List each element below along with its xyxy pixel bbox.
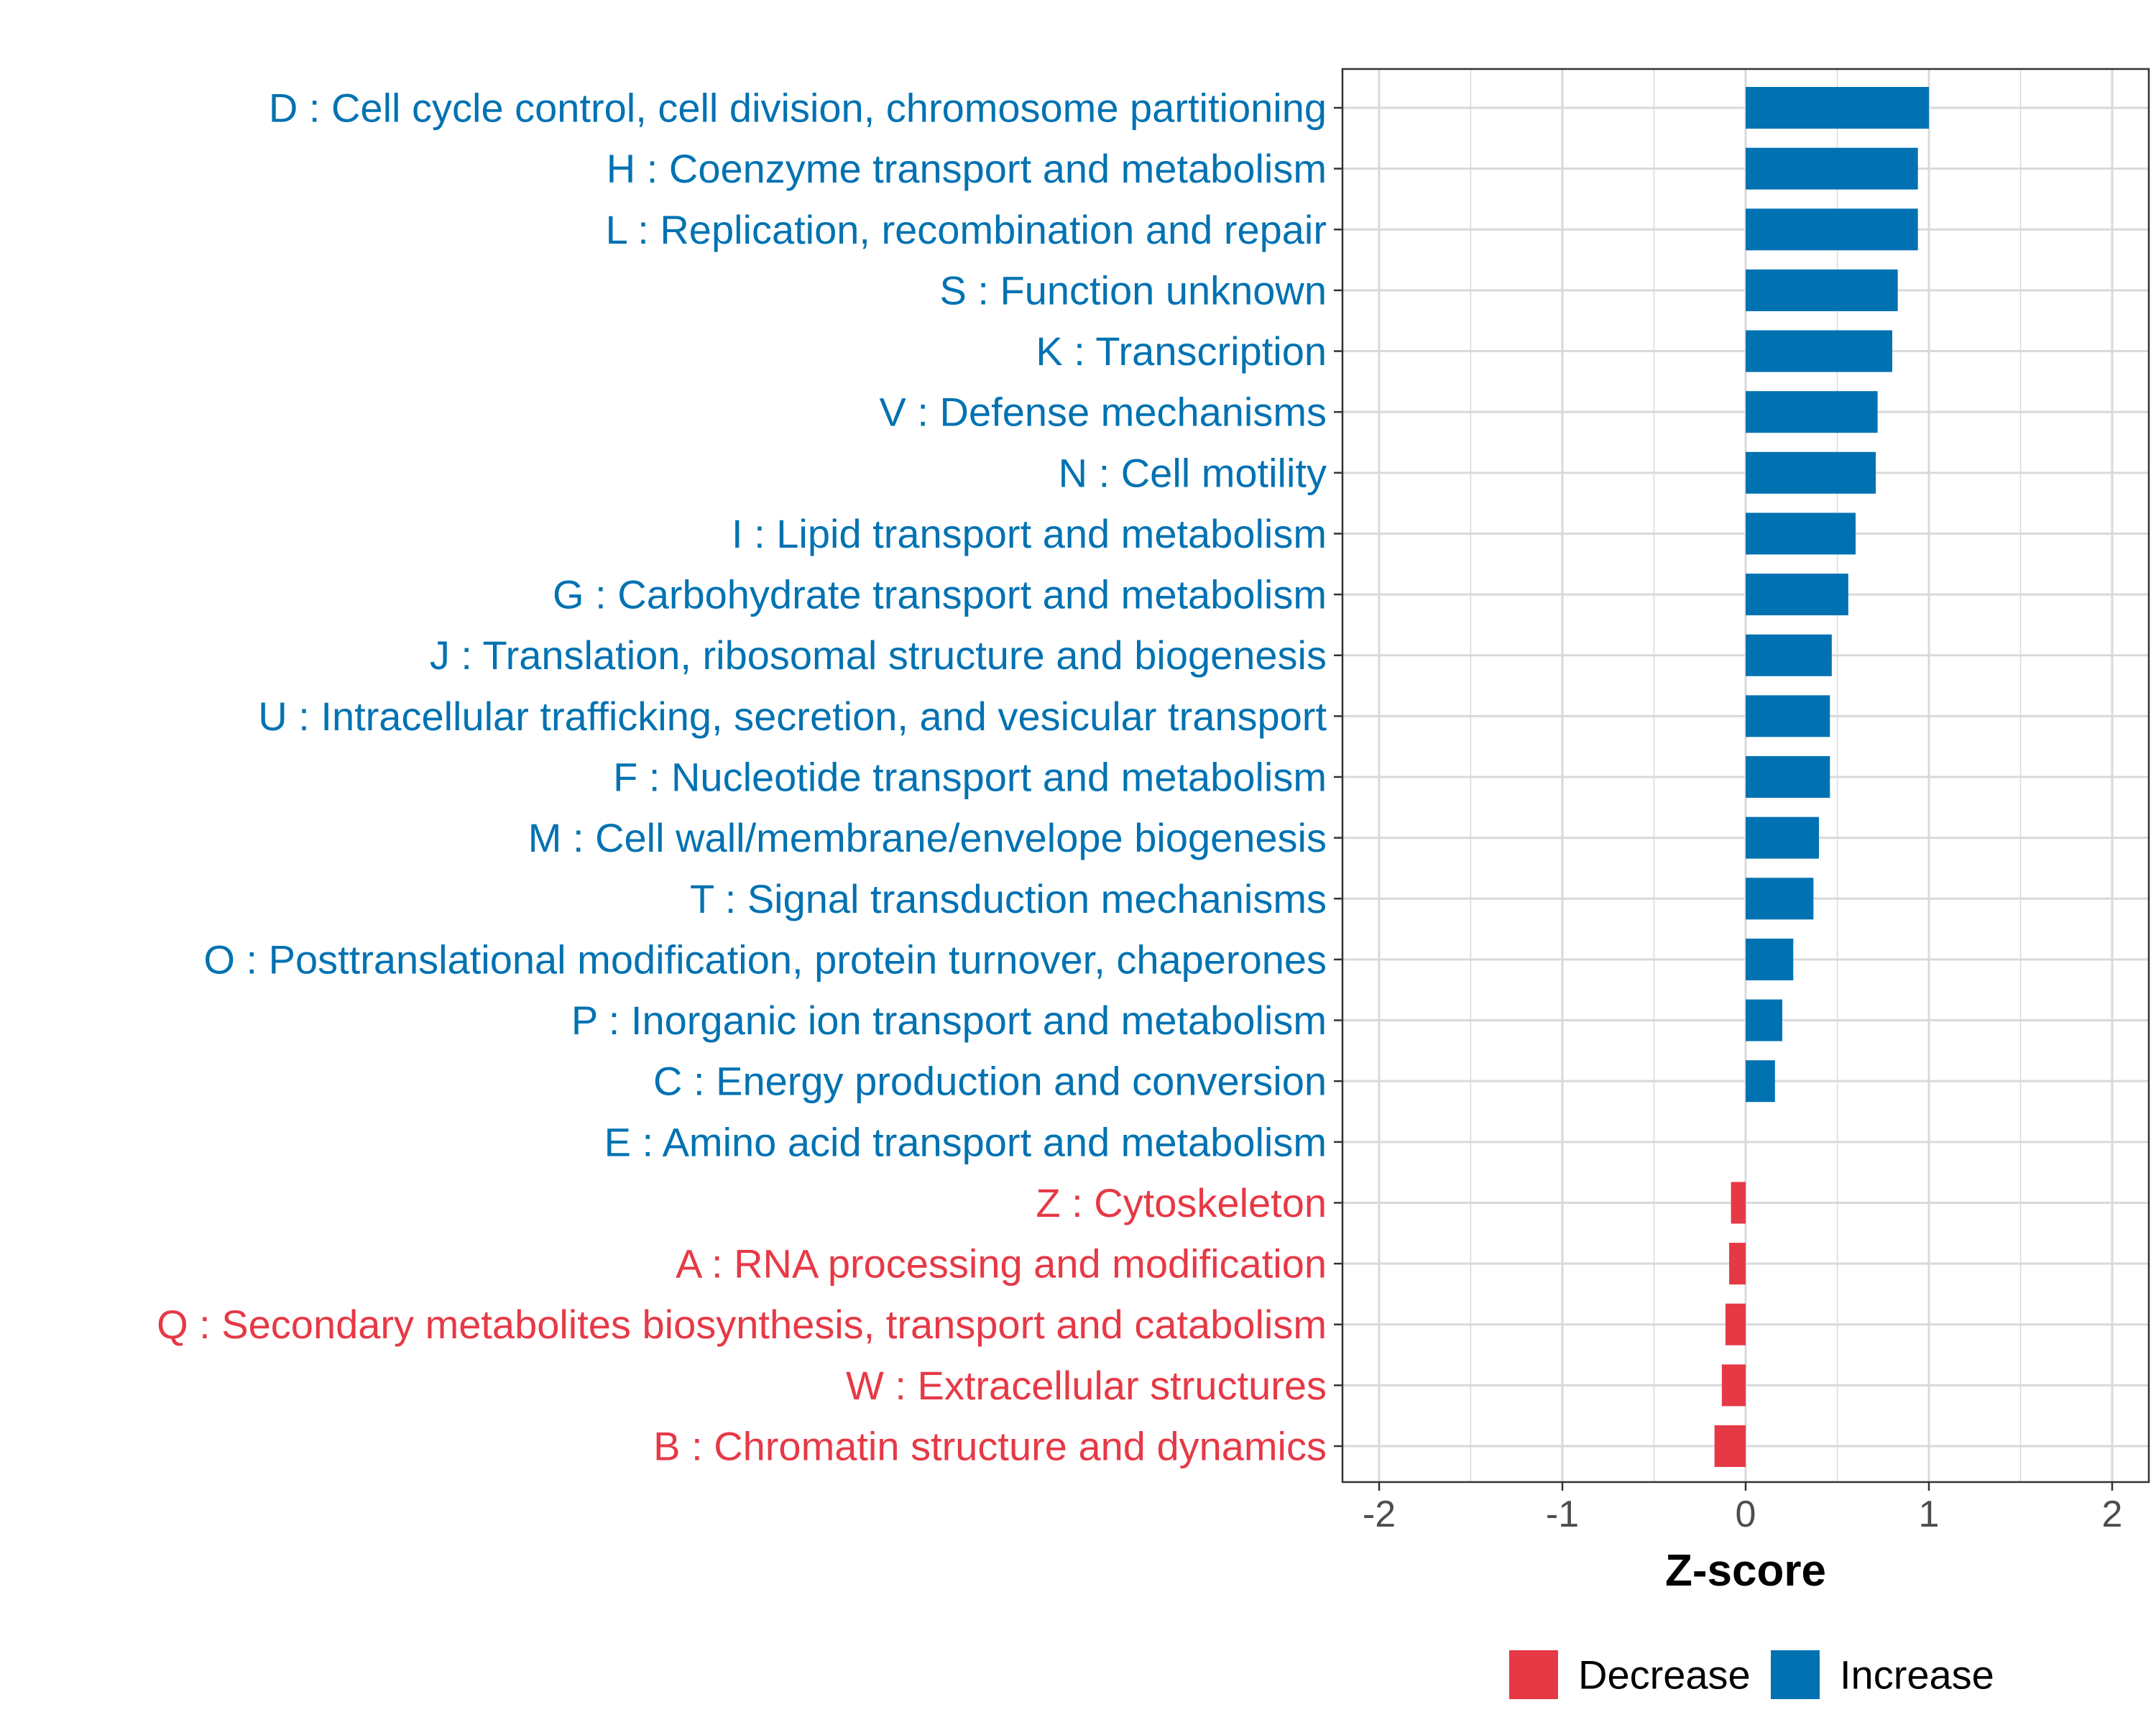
category-label: G : Carbohydrate transport and metabolis… bbox=[553, 572, 1327, 617]
x-tick-label: -2 bbox=[1363, 1494, 1396, 1535]
bar bbox=[1721, 1364, 1746, 1407]
bar bbox=[1746, 695, 1830, 737]
x-tick-label: 0 bbox=[1736, 1494, 1756, 1535]
x-tick-label: -1 bbox=[1546, 1494, 1579, 1535]
category-label: D : Cell cycle control, cell division, c… bbox=[269, 86, 1327, 131]
legend-label: Decrease bbox=[1578, 1652, 1751, 1698]
bar bbox=[1746, 87, 1929, 129]
x-axis: -2 -1 0 1 2 bbox=[1363, 1482, 2123, 1535]
y-axis-ticks bbox=[1334, 106, 1342, 1448]
category-label: O : Posttranslational modification, prot… bbox=[203, 937, 1327, 982]
category-label: B : Chromatin structure and dynamics bbox=[653, 1424, 1327, 1469]
x-axis-title: Z-score bbox=[1665, 1546, 1826, 1596]
x-tick-label: 2 bbox=[2102, 1494, 2123, 1535]
bar bbox=[1746, 208, 1918, 251]
category-label: W : Extracellular structures bbox=[846, 1363, 1327, 1408]
category-label: M : Cell wall/membrane/envelope biogenes… bbox=[528, 815, 1327, 860]
category-label: Q : Secondary metabolites biosynthesis, … bbox=[157, 1302, 1327, 1347]
bar bbox=[1746, 938, 1794, 980]
bar bbox=[1714, 1425, 1746, 1467]
legend-label: Increase bbox=[1840, 1652, 1994, 1698]
bar bbox=[1746, 634, 1832, 676]
legend: Decrease Increase bbox=[1509, 1650, 1994, 1699]
category-label: K : Transcription bbox=[1036, 328, 1327, 374]
bar bbox=[1746, 816, 1819, 859]
bar bbox=[1746, 756, 1830, 798]
bar bbox=[1746, 574, 1848, 616]
bar bbox=[1725, 1303, 1746, 1346]
bar bbox=[1731, 1182, 1746, 1224]
bar bbox=[1729, 1243, 1746, 1285]
category-label: J : Translation, ribosomal structure and… bbox=[430, 632, 1327, 678]
category-label: N : Cell motility bbox=[1059, 450, 1327, 495]
bar bbox=[1746, 512, 1856, 555]
category-label: A : RNA processing and modification bbox=[676, 1241, 1327, 1287]
category-label: S : Function unknown bbox=[939, 267, 1327, 313]
bars bbox=[1714, 87, 1929, 1467]
legend-swatch bbox=[1509, 1650, 1558, 1699]
bar bbox=[1746, 878, 1814, 920]
x-tick-label: 1 bbox=[1919, 1494, 1940, 1535]
bar bbox=[1746, 1060, 1775, 1103]
bar bbox=[1746, 451, 1876, 494]
category-label: P : Inorganic ion transport and metaboli… bbox=[571, 998, 1327, 1043]
bar bbox=[1746, 391, 1878, 433]
category-label: L : Replication, recombination and repai… bbox=[606, 207, 1327, 252]
category-label: Z : Cytoskeleton bbox=[1036, 1180, 1327, 1225]
category-label: H : Coenzyme transport and metabolism bbox=[607, 146, 1327, 191]
legend-swatch bbox=[1771, 1650, 1820, 1699]
category-label: C : Energy production and conversion bbox=[653, 1059, 1327, 1104]
bar bbox=[1746, 330, 1892, 372]
category-label: E : Amino acid transport and metabolism bbox=[604, 1119, 1327, 1164]
bar bbox=[1746, 269, 1898, 311]
bar bbox=[1746, 147, 1918, 190]
y-axis-labels: D : Cell cycle control, cell division, c… bbox=[157, 86, 1327, 1469]
bar bbox=[1746, 999, 1782, 1041]
category-label: I : Lipid transport and metabolism bbox=[732, 511, 1327, 556]
category-label: U : Intracellular trafficking, secretion… bbox=[258, 694, 1327, 739]
category-label: V : Defense mechanisms bbox=[880, 390, 1327, 435]
category-label: F : Nucleotide transport and metabolism bbox=[613, 755, 1327, 800]
category-label: T : Signal transduction mechanisms bbox=[690, 876, 1327, 921]
